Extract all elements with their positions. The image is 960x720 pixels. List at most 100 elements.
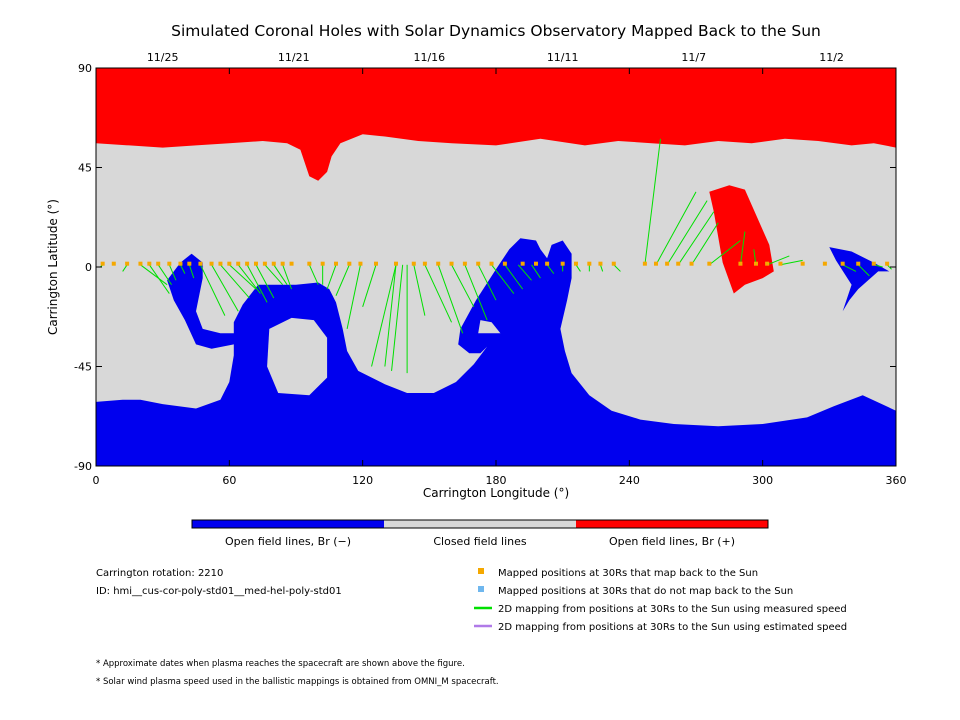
mapped-position-point xyxy=(754,261,758,266)
mapped-position-point xyxy=(245,261,250,266)
y-axis-label: Carrington Latitude (°) xyxy=(46,199,60,335)
legend-label-not-mapped: Mapped positions at 30Rs that do not map… xyxy=(498,586,793,597)
x-tick-label: 120 xyxy=(352,474,373,487)
measured-mapping-line xyxy=(451,264,475,308)
colorbar-label-closed: Closed field lines xyxy=(433,535,527,548)
mapped-position-point xyxy=(560,261,565,266)
mapped-position-point xyxy=(520,261,525,266)
mapped-position-point xyxy=(227,261,232,266)
mapped-position-point xyxy=(209,261,214,266)
measured-mapping-line xyxy=(504,264,524,290)
mapped-position-point xyxy=(587,261,592,266)
colorbar-label-positive: Open field lines, Br (+) xyxy=(609,535,735,548)
mapped-position-point xyxy=(856,261,861,266)
mapped-position-point xyxy=(545,261,550,266)
measured-mapping-line xyxy=(857,264,870,277)
top-date-labels: 11/25 11/21 11/16 11/11 11/7 11/2 xyxy=(147,51,844,64)
measured-mapping-line xyxy=(282,264,293,290)
mapped-position-point xyxy=(111,261,116,266)
mapped-position-point xyxy=(394,261,398,266)
mapped-position-point xyxy=(320,261,325,266)
legend-label-estimated: 2D mapping from positions at 30Rs to the… xyxy=(498,622,847,633)
colorbar-positive xyxy=(576,520,768,528)
legend-label-mapped: Mapped positions at 30Rs that map back t… xyxy=(498,568,758,579)
mapped-position-point xyxy=(280,261,285,266)
mapped-position-point xyxy=(765,261,770,266)
y-tick-label: -90 xyxy=(74,460,92,473)
mapped-position-point xyxy=(689,261,694,266)
measured-mapping-line xyxy=(666,200,708,266)
mapped-position-point xyxy=(462,261,467,266)
top-date-label: 11/7 xyxy=(681,51,706,64)
mapped-position-point xyxy=(422,261,427,266)
mapped-position-point xyxy=(411,261,416,266)
y-tick-label: 0 xyxy=(85,261,92,274)
note-wind-speed: * Solar wind plasma speed used in the ba… xyxy=(96,677,499,687)
measured-mapping-line xyxy=(599,264,604,272)
top-date-label: 11/11 xyxy=(547,51,579,64)
measured-mapping-line xyxy=(362,264,377,307)
mapped-position-point xyxy=(156,261,161,266)
measured-mapping-line xyxy=(766,255,790,266)
measured-mapping-line xyxy=(424,264,453,323)
measured-mapping-line xyxy=(122,264,128,272)
mapped-position-point xyxy=(236,261,241,266)
measured-mapping-line xyxy=(140,264,168,286)
measured-mapping-line xyxy=(464,264,488,321)
top-date-label: 11/25 xyxy=(147,51,179,64)
measured-mapping-line xyxy=(157,264,172,285)
mapped-position-point xyxy=(574,261,578,266)
mapped-position-point xyxy=(347,261,352,266)
colorbar: Open field lines, Br (−) Closed field li… xyxy=(191,519,769,548)
region-closed-2 xyxy=(267,317,328,396)
mapped-position-point xyxy=(289,261,294,266)
measured-mapping-line xyxy=(168,264,177,281)
mapped-position-point xyxy=(665,261,670,266)
measured-mapping-line xyxy=(437,264,464,334)
measured-mapping-line xyxy=(326,264,337,290)
measured-mapping-line xyxy=(199,264,226,316)
x-tick-label: 300 xyxy=(752,474,773,487)
mapped-position-point xyxy=(738,261,743,266)
note-dates: * Approximate dates when plasma reaches … xyxy=(96,659,465,669)
colorbar-negative xyxy=(192,520,384,528)
measured-mapping-line xyxy=(188,264,195,279)
mapped-position-point xyxy=(885,261,890,266)
measured-mapping-line xyxy=(691,222,719,266)
legend-marker-mapped xyxy=(478,568,484,574)
y-tick-label: -45 xyxy=(74,361,92,374)
mapped-position-point xyxy=(334,261,338,266)
measured-mapping-line xyxy=(491,264,515,294)
measured-mapping-line xyxy=(335,264,350,296)
mapped-position-point xyxy=(778,261,783,266)
mapped-position-point xyxy=(449,261,454,266)
mapped-position-point xyxy=(822,261,827,266)
mapped-position-point xyxy=(178,261,183,266)
mapped-position-point xyxy=(254,261,258,266)
mapped-position-point xyxy=(187,261,192,266)
mapped-position-point xyxy=(358,261,363,266)
region-negative-4 xyxy=(167,253,241,349)
mapped-position-point xyxy=(476,261,481,266)
region-negative-1 xyxy=(96,238,896,466)
mapped-position-point xyxy=(147,261,152,266)
legend-marker-not-mapped xyxy=(478,586,484,592)
mapped-position-point xyxy=(374,261,378,266)
mapped-position-point xyxy=(840,261,845,266)
x-tick-label: 240 xyxy=(619,474,640,487)
mapped-position-point xyxy=(198,261,203,266)
measured-mapping-line xyxy=(739,231,746,265)
mapped-position-point xyxy=(654,261,658,266)
mapped-position-point xyxy=(598,261,603,266)
x-axis-label: Carrington Longitude (°) xyxy=(423,486,569,500)
measured-mapping-line xyxy=(644,138,661,265)
measured-mapping-line xyxy=(211,264,239,312)
region-closed-3 xyxy=(478,320,501,334)
measured-mapping-line xyxy=(677,211,715,266)
colorbar-label-negative: Open field lines, Br (−) xyxy=(225,535,351,548)
measured-mapping-line xyxy=(391,264,404,371)
mapped-position-point xyxy=(167,261,172,266)
y-tick-label: 45 xyxy=(78,162,92,175)
measured-mapping-line xyxy=(546,264,555,274)
mapped-position-point xyxy=(676,261,681,266)
